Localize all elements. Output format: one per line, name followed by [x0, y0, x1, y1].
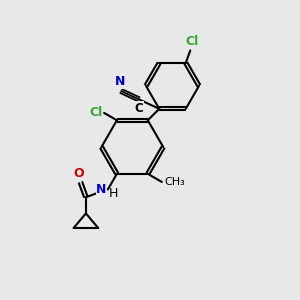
Text: N: N: [116, 75, 126, 88]
Text: N: N: [96, 183, 106, 196]
Text: O: O: [74, 167, 84, 180]
Text: CH₃: CH₃: [165, 177, 185, 187]
Text: C: C: [135, 102, 144, 115]
Text: H: H: [109, 187, 119, 200]
Text: Cl: Cl: [89, 106, 103, 119]
Text: Cl: Cl: [185, 35, 198, 48]
